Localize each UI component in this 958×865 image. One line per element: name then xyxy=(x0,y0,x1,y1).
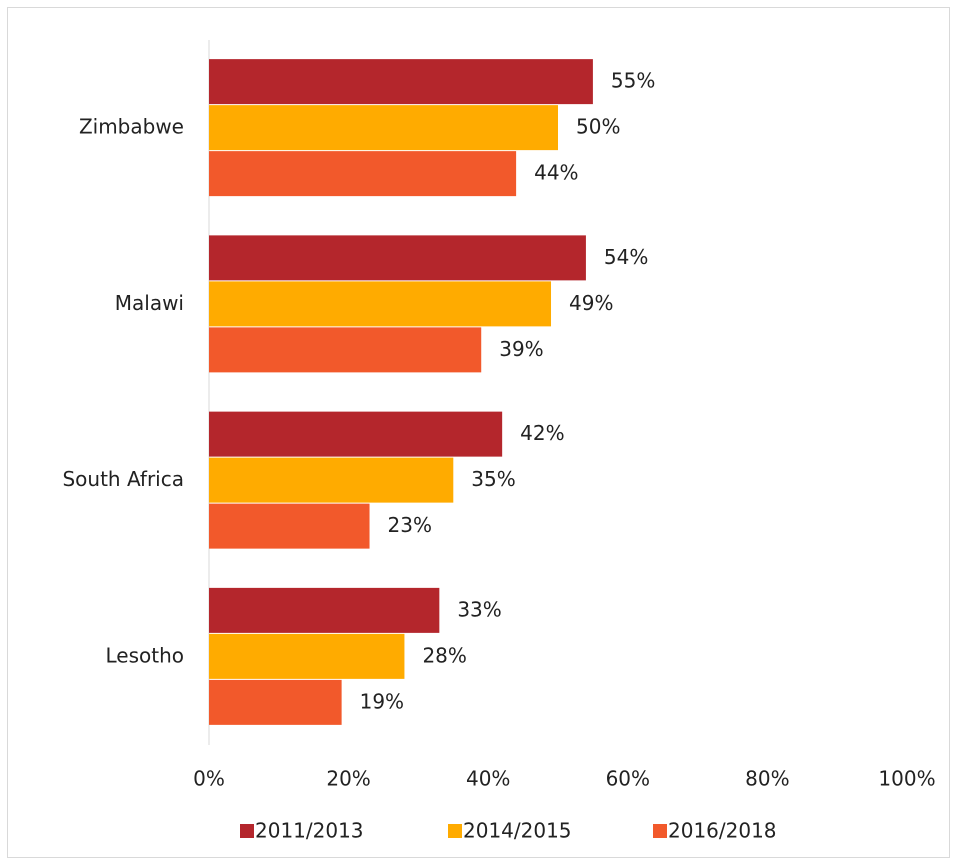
x-tick-label: 100% xyxy=(878,767,935,791)
bar xyxy=(209,679,342,725)
bar xyxy=(209,633,405,679)
bar xyxy=(209,503,370,549)
y-tick-label: Zimbabwe xyxy=(79,115,184,139)
legend-label: 2016/2018 xyxy=(668,819,777,843)
bar xyxy=(209,327,482,373)
data-label: 55% xyxy=(611,69,655,93)
legend-label: 2011/2013 xyxy=(255,819,364,843)
legend-swatch xyxy=(653,824,667,838)
data-label: 42% xyxy=(520,421,564,445)
bar xyxy=(209,587,440,633)
bar xyxy=(209,235,586,281)
data-label: 23% xyxy=(388,513,432,537)
bar xyxy=(209,411,503,457)
x-tick-label: 80% xyxy=(745,767,789,791)
x-tick-label: 40% xyxy=(466,767,510,791)
x-tick-label: 0% xyxy=(193,767,225,791)
y-tick-label: Malawi xyxy=(115,291,184,315)
data-label: 50% xyxy=(576,115,620,139)
data-label: 39% xyxy=(499,337,543,361)
data-label: 44% xyxy=(534,161,578,185)
legend-label: 2014/2015 xyxy=(463,819,572,843)
bar xyxy=(209,59,593,105)
data-label: 19% xyxy=(360,689,404,713)
data-label: 33% xyxy=(457,597,501,621)
y-tick-label: South Africa xyxy=(62,467,184,491)
bar xyxy=(209,457,454,503)
data-label: 35% xyxy=(471,467,515,491)
data-label: 28% xyxy=(422,643,466,667)
x-tick-label: 20% xyxy=(326,767,370,791)
y-tick-label: Lesotho xyxy=(105,643,184,667)
legend-swatch xyxy=(448,824,462,838)
data-label: 49% xyxy=(569,291,613,315)
data-label: 54% xyxy=(604,245,648,269)
bar xyxy=(209,281,552,327)
bar xyxy=(209,105,558,151)
x-tick-label: 60% xyxy=(606,767,650,791)
bar xyxy=(209,151,517,197)
legend-swatch xyxy=(240,824,254,838)
